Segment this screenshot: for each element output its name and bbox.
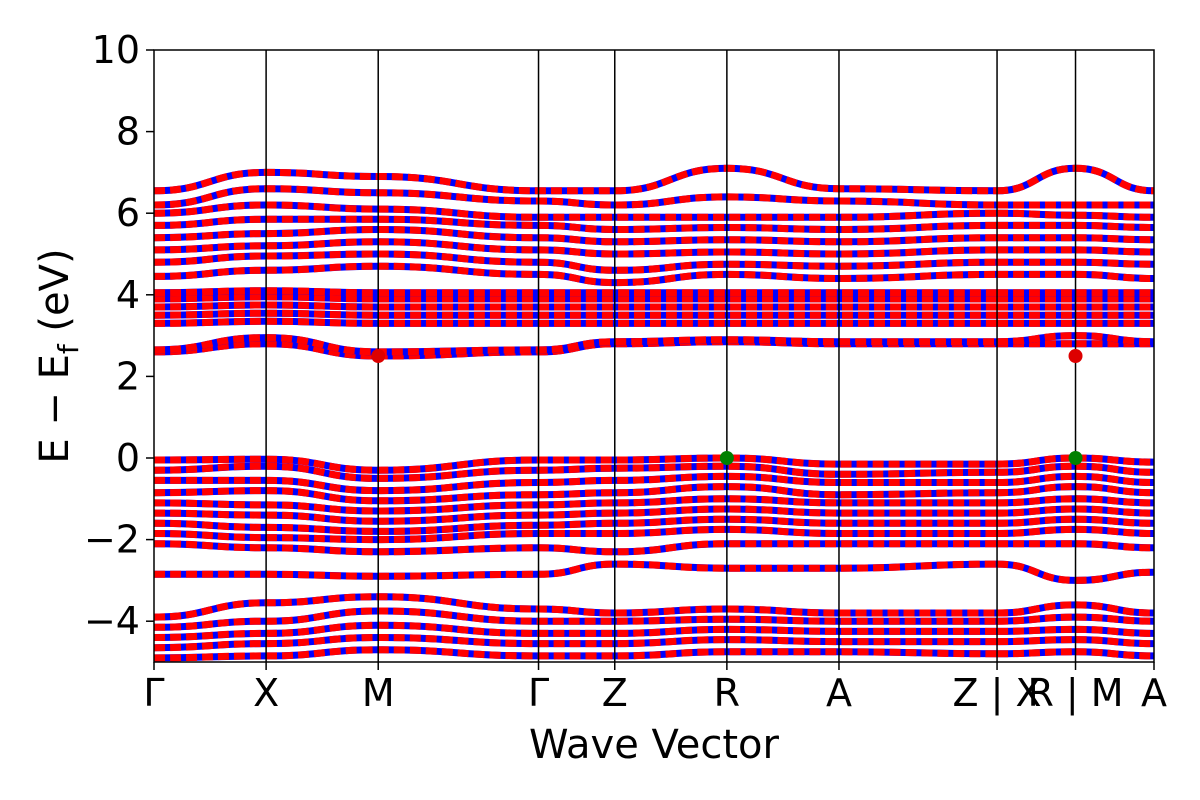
band-conduction-1-spin-up (154, 332, 1154, 356)
cbm-marker-0 (371, 349, 386, 363)
y-axis: −4 −2 0 2 4 6 8 10 (84, 28, 154, 643)
x-tick-label-3: Γ (528, 671, 549, 715)
x-tick-label-2: M (362, 671, 395, 715)
band-valence-7-spin-up (154, 525, 1154, 544)
plot-frame (153, 49, 1155, 663)
y-tick-label-7: 10 (92, 28, 140, 72)
y-axis-label: E − Ef (eV) (32, 248, 85, 463)
band-conduction-14-spin-up (154, 164, 1154, 195)
band-valence-14-spin-up (154, 646, 1154, 662)
band-conduction-11-spin-up (154, 215, 1154, 234)
x-tick-label-0: Γ (143, 671, 164, 715)
y-axis-label-subscript: f (52, 343, 85, 354)
band-valence-1-spin-up (154, 462, 1154, 482)
band-conduction-9-spin-up (154, 238, 1154, 258)
band-conduction-12-spin-up (154, 201, 1154, 221)
band-valence-13-spin-up (154, 633, 1154, 652)
x-axis-label: Wave Vector (529, 722, 780, 768)
y-tick-label-0: −4 (84, 599, 140, 643)
x-tick-label-5: R (714, 671, 740, 715)
x-tick-label-8: R | M (1027, 671, 1123, 716)
extrema-layer (371, 349, 1083, 465)
band-valence-2-spin-up (154, 472, 1154, 495)
x-tick-label-4: Z (602, 671, 628, 715)
band-conduction-13-spin-up (154, 185, 1154, 209)
x-tick-label-1: X (253, 671, 279, 715)
band-valence-3-spin-up (154, 483, 1154, 505)
band-valence-9-spin-up (154, 560, 1154, 584)
band-valence-5-spin-up (154, 505, 1154, 525)
y-tick-label-1: −2 (84, 518, 140, 562)
x-tick-label-9: A (1141, 671, 1167, 715)
band-valence-6-spin-up (154, 515, 1154, 535)
band-valence-0-spin-up (154, 454, 1154, 474)
band-conduction-10-spin-up (154, 225, 1154, 246)
y-tick-label-2: 0 (116, 436, 140, 480)
x-axis: Γ X M Γ Z R A Z | XR | M A (143, 662, 1167, 716)
band-conduction-8-spin-up (154, 250, 1154, 274)
band-valence-10-spin-up (154, 593, 1154, 621)
y-tick-label-5: 6 (116, 191, 140, 235)
band-valence-12-spin-up (154, 621, 1154, 641)
band-valence-8-spin-up (154, 540, 1154, 556)
band-conduction-5-spin-up (154, 293, 1154, 303)
vbm-marker-3 (1068, 451, 1083, 465)
band-conduction-7-spin-up (154, 262, 1154, 287)
plot-background (154, 50, 1154, 662)
y-axis-label-unit: (eV) (32, 248, 78, 344)
kpoint-lines (265, 50, 1077, 662)
x-tick-label-7: Z | X (953, 671, 1042, 716)
band-valence-11-spin-up (154, 607, 1154, 631)
band-conduction-3-spin-up (154, 309, 1154, 319)
y-tick-label-4: 4 (116, 273, 140, 317)
x-tick-label-6: A (826, 671, 852, 715)
band-conduction-4-spin-up (154, 301, 1154, 311)
y-axis-label-base: E − E (32, 354, 78, 464)
y-tick-label-6: 8 (116, 110, 140, 154)
cbm-marker-1 (1068, 349, 1083, 363)
band-valence-4-spin-up (154, 495, 1154, 515)
band-conduction-6-spin-up (154, 287, 1154, 297)
band-conduction-2-spin-up (154, 317, 1154, 327)
y-tick-label-3: 2 (116, 354, 140, 398)
vbm-marker-2 (719, 451, 734, 465)
